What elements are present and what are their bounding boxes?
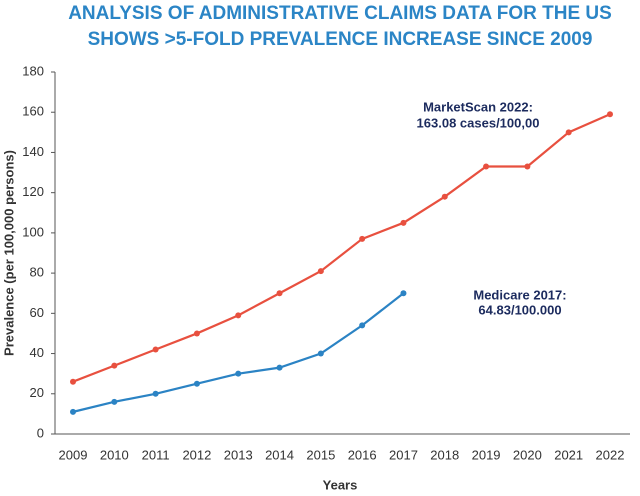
data-point xyxy=(359,235,366,242)
data-point xyxy=(359,322,366,329)
data-point xyxy=(317,350,324,357)
data-point xyxy=(193,330,200,337)
data-point xyxy=(70,408,76,415)
data-point xyxy=(400,290,407,297)
data-point xyxy=(441,193,448,200)
x-tick-label: 2018 xyxy=(430,447,459,462)
data-point xyxy=(317,268,324,275)
data-point xyxy=(111,398,118,405)
y-tick-label: 140 xyxy=(22,144,44,159)
x-tick-label: 2011 xyxy=(142,447,170,462)
chart-title: ANALYSIS OF ADMINISTRATIVE CLAIMS DATA F… xyxy=(68,3,612,24)
data-point xyxy=(152,346,159,353)
y-tick-label: 100 xyxy=(22,224,44,239)
x-tick-label: 2017 xyxy=(389,447,418,462)
data-point xyxy=(193,380,200,387)
data-point xyxy=(607,111,613,118)
x-tick-label: 2015 xyxy=(306,447,335,462)
data-point xyxy=(483,163,490,170)
x-axis-label: Years xyxy=(323,477,358,492)
y-axis-label: Prevalence (per 100,000 persons) xyxy=(1,150,16,356)
data-point xyxy=(276,364,283,371)
data-point xyxy=(400,219,407,226)
x-tick-label: 2022 xyxy=(596,447,625,462)
annotation: 163.08 cases/100,00 xyxy=(417,115,540,130)
series-line xyxy=(72,292,405,413)
annotation: 64.83/100.000 xyxy=(478,302,561,317)
chart-title: SHOWS >5-FOLD PREVALENCE INCREASE SINCE … xyxy=(88,29,593,50)
y-tick-label: 40 xyxy=(30,345,44,360)
y-tick-label: 160 xyxy=(22,104,44,119)
data-point xyxy=(524,163,531,170)
x-tick-label: 2013 xyxy=(224,447,253,462)
data-point xyxy=(70,378,76,385)
annotation: MarketScan 2022: xyxy=(423,99,533,114)
y-tick-label: 60 xyxy=(30,305,44,320)
x-tick-label: 2020 xyxy=(513,447,542,462)
data-point xyxy=(152,390,159,397)
data-point xyxy=(111,362,118,369)
y-tick-label: 0 xyxy=(37,425,44,440)
x-tick-label: 2012 xyxy=(182,447,211,462)
y-tick-label: 180 xyxy=(22,63,44,78)
series-line xyxy=(72,113,611,383)
data-point xyxy=(565,129,572,136)
data-point xyxy=(276,290,283,297)
x-tick-label: 2021 xyxy=(554,447,583,462)
x-tick-label: 2010 xyxy=(100,447,129,462)
data-point xyxy=(235,312,242,319)
annotation: Medicare 2017: xyxy=(473,287,566,302)
y-tick-label: 120 xyxy=(22,184,44,199)
y-tick-label: 80 xyxy=(30,265,44,280)
x-tick-label: 2016 xyxy=(348,447,377,462)
x-tick-label: 2019 xyxy=(472,447,501,462)
data-point xyxy=(235,370,242,377)
y-tick-label: 20 xyxy=(30,385,44,400)
x-tick-label: 2009 xyxy=(59,447,88,462)
x-tick-label: 2014 xyxy=(265,447,294,462)
